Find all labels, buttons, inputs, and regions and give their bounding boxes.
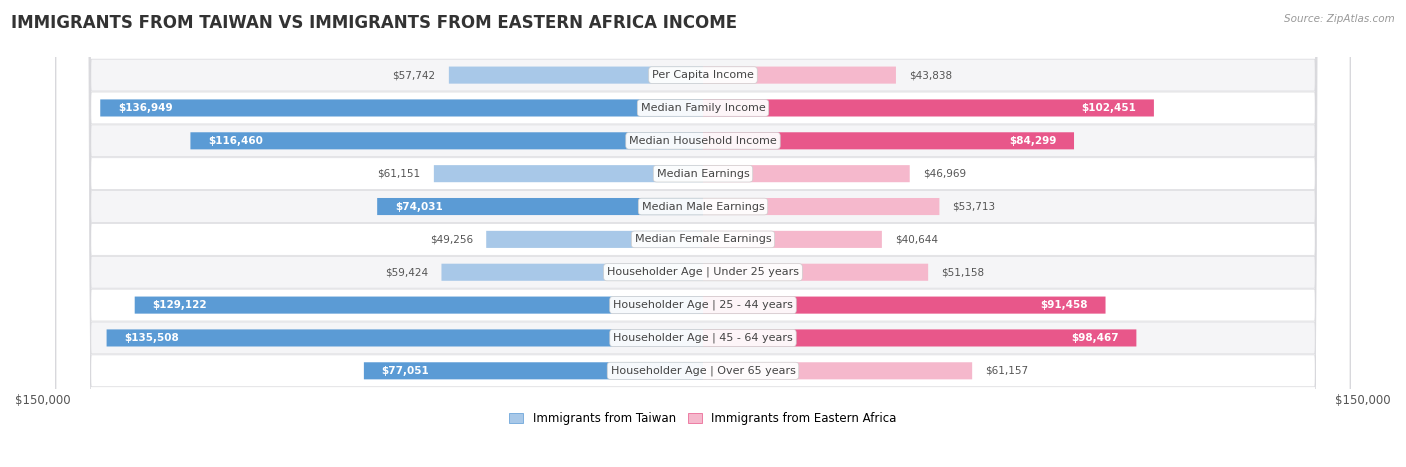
Text: Median Earnings: Median Earnings xyxy=(657,169,749,179)
Text: Median Female Earnings: Median Female Earnings xyxy=(634,234,772,244)
Text: $74,031: $74,031 xyxy=(395,202,443,212)
Text: Median Household Income: Median Household Income xyxy=(628,136,778,146)
Text: Householder Age | 25 - 44 years: Householder Age | 25 - 44 years xyxy=(613,300,793,311)
Text: $61,151: $61,151 xyxy=(378,169,420,179)
Text: Source: ZipAtlas.com: Source: ZipAtlas.com xyxy=(1284,14,1395,24)
Text: $53,713: $53,713 xyxy=(953,202,995,212)
FancyBboxPatch shape xyxy=(703,132,1074,149)
Text: Householder Age | Under 25 years: Householder Age | Under 25 years xyxy=(607,267,799,277)
FancyBboxPatch shape xyxy=(56,0,1350,467)
FancyBboxPatch shape xyxy=(56,0,1350,467)
FancyBboxPatch shape xyxy=(100,99,703,116)
FancyBboxPatch shape xyxy=(434,165,703,182)
Text: $116,460: $116,460 xyxy=(208,136,263,146)
Text: $43,838: $43,838 xyxy=(910,70,952,80)
FancyBboxPatch shape xyxy=(703,165,910,182)
FancyBboxPatch shape xyxy=(377,198,703,215)
Text: $59,424: $59,424 xyxy=(385,267,429,277)
FancyBboxPatch shape xyxy=(56,0,1350,467)
Text: $91,458: $91,458 xyxy=(1040,300,1088,310)
FancyBboxPatch shape xyxy=(703,99,1154,116)
FancyBboxPatch shape xyxy=(703,362,972,379)
FancyBboxPatch shape xyxy=(56,0,1350,467)
Text: Median Family Income: Median Family Income xyxy=(641,103,765,113)
FancyBboxPatch shape xyxy=(56,0,1350,467)
FancyBboxPatch shape xyxy=(486,231,703,248)
Text: $77,051: $77,051 xyxy=(381,366,429,376)
Text: $84,299: $84,299 xyxy=(1010,136,1056,146)
Text: Householder Age | 45 - 64 years: Householder Age | 45 - 64 years xyxy=(613,333,793,343)
Text: Per Capita Income: Per Capita Income xyxy=(652,70,754,80)
FancyBboxPatch shape xyxy=(56,0,1350,467)
FancyBboxPatch shape xyxy=(703,231,882,248)
Text: IMMIGRANTS FROM TAIWAN VS IMMIGRANTS FROM EASTERN AFRICA INCOME: IMMIGRANTS FROM TAIWAN VS IMMIGRANTS FRO… xyxy=(11,14,737,32)
Text: $46,969: $46,969 xyxy=(922,169,966,179)
FancyBboxPatch shape xyxy=(703,329,1136,347)
FancyBboxPatch shape xyxy=(449,67,703,84)
Text: $57,742: $57,742 xyxy=(392,70,436,80)
FancyBboxPatch shape xyxy=(703,67,896,84)
Text: $40,644: $40,644 xyxy=(896,234,938,244)
Text: $102,451: $102,451 xyxy=(1081,103,1136,113)
FancyBboxPatch shape xyxy=(364,362,703,379)
FancyBboxPatch shape xyxy=(56,0,1350,467)
Text: Householder Age | Over 65 years: Householder Age | Over 65 years xyxy=(610,366,796,376)
Legend: Immigrants from Taiwan, Immigrants from Eastern Africa: Immigrants from Taiwan, Immigrants from … xyxy=(505,407,901,430)
FancyBboxPatch shape xyxy=(56,0,1350,467)
FancyBboxPatch shape xyxy=(703,198,939,215)
FancyBboxPatch shape xyxy=(441,264,703,281)
FancyBboxPatch shape xyxy=(190,132,703,149)
FancyBboxPatch shape xyxy=(56,0,1350,467)
Text: Median Male Earnings: Median Male Earnings xyxy=(641,202,765,212)
Text: $136,949: $136,949 xyxy=(118,103,173,113)
Text: $61,157: $61,157 xyxy=(986,366,1029,376)
Text: $129,122: $129,122 xyxy=(152,300,207,310)
FancyBboxPatch shape xyxy=(703,264,928,281)
Text: $49,256: $49,256 xyxy=(430,234,472,244)
FancyBboxPatch shape xyxy=(135,297,703,314)
FancyBboxPatch shape xyxy=(107,329,703,347)
Text: $51,158: $51,158 xyxy=(942,267,984,277)
FancyBboxPatch shape xyxy=(56,0,1350,467)
FancyBboxPatch shape xyxy=(703,297,1105,314)
Text: $98,467: $98,467 xyxy=(1071,333,1119,343)
Text: $135,508: $135,508 xyxy=(124,333,179,343)
